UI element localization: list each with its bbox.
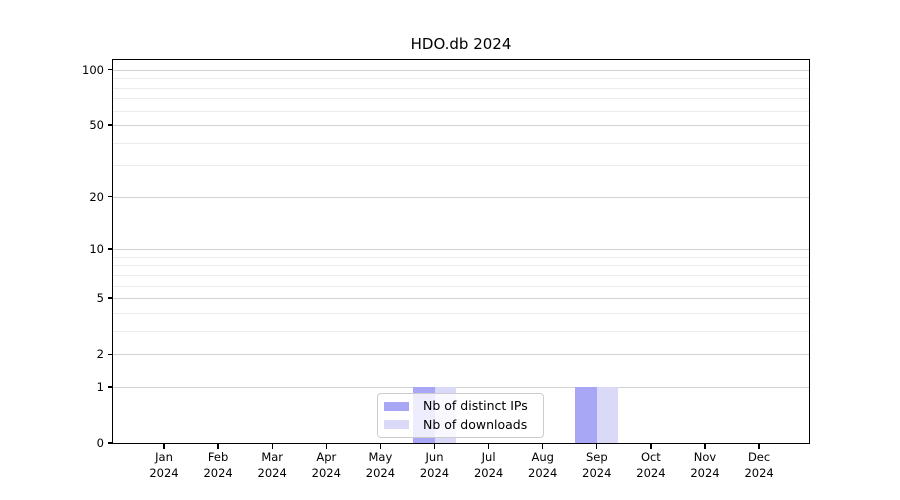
y-tick-label: 5 (96, 291, 104, 306)
x-tick-label-month: Mar (261, 450, 284, 464)
legend-label-distinct-ips: Nb of distinct IPs (423, 398, 528, 414)
x-tick-label-year: 2024 (636, 465, 666, 480)
legend-swatch-downloads-icon (384, 420, 409, 430)
x-tick-label-month: Jul (481, 450, 496, 464)
minor-gridline (113, 78, 809, 80)
x-tick-label-month: Jun (425, 450, 444, 464)
x-tick-mark (650, 444, 652, 449)
x-tick-label: Aug 2024 (511, 450, 575, 481)
x-tick-label-year: 2024 (690, 465, 720, 480)
bar-distinct-ips (575, 386, 597, 443)
major-gridline (113, 386, 809, 388)
major-gridline (113, 125, 809, 126)
major-gridline (113, 249, 809, 251)
x-tick-label: Nov 2024 (673, 450, 737, 481)
x-tick-label: Mar 2024 (240, 450, 304, 481)
x-tick-label: Jun 2024 (403, 450, 467, 481)
x-tick-label-month: Jan (155, 450, 173, 464)
x-tick-label-month: Oct (640, 450, 661, 464)
major-gridline (113, 196, 809, 198)
x-tick-label-month: Dec (747, 450, 771, 464)
y-tick-label: 1 (96, 379, 104, 394)
x-tick-label: Jul 2024 (457, 450, 521, 481)
y-tick-mark (108, 69, 112, 71)
x-tick-label-year: 2024 (203, 465, 233, 480)
x-tick-label-month: Sep (585, 450, 608, 464)
x-tick-label-month: May (368, 450, 393, 464)
y-tick-mark (108, 248, 112, 250)
minor-gridline (113, 256, 809, 258)
bar-downloads (596, 386, 619, 443)
legend-item-downloads: Nb of downloads (384, 416, 535, 434)
chart-title: HDO.db 2024 (410, 35, 512, 53)
minor-gridline (113, 110, 809, 112)
x-tick-label-month: Feb (207, 450, 229, 464)
minor-gridline (113, 285, 809, 287)
x-tick-label: Dec 2024 (727, 450, 791, 481)
y-tick-mark (108, 196, 112, 198)
x-tick-mark (758, 444, 760, 449)
x-tick-mark (325, 444, 327, 449)
y-tick-label: 10 (89, 242, 104, 257)
x-tick-label-month: Apr (316, 450, 337, 464)
y-tick-mark (108, 297, 112, 299)
minor-gridline (113, 87, 809, 89)
y-tick-label: 2 (96, 347, 104, 362)
minor-gridline (113, 330, 809, 332)
legend-item-distinct-ips: Nb of distinct IPs (384, 397, 535, 415)
y-tick-label: 50 (89, 118, 104, 132)
minor-gridline (113, 274, 809, 276)
minor-gridline (113, 98, 809, 100)
x-tick-mark (271, 444, 273, 449)
x-tick-label-year: 2024 (149, 465, 179, 480)
x-tick-label: Oct 2024 (619, 450, 683, 481)
x-tick-label: May 2024 (348, 450, 412, 481)
x-tick-label-year: 2024 (365, 465, 396, 480)
x-tick-label-year: 2024 (473, 465, 504, 480)
plot-area: Nb of distinct IPs Nb of downloads (112, 59, 810, 444)
x-tick-mark (704, 444, 706, 449)
x-tick-mark (217, 444, 219, 449)
x-tick-mark (487, 444, 490, 449)
x-tick-label-month: Aug (531, 450, 554, 464)
legend: Nb of distinct IPs Nb of downloads (377, 393, 544, 438)
x-tick-label: Feb 2024 (186, 450, 250, 481)
y-tick-mark (108, 124, 112, 126)
x-tick-label: Jan 2024 (132, 450, 196, 481)
y-tick-label: 100 (82, 62, 104, 77)
x-tick-label-year: 2024 (582, 465, 612, 480)
minor-gridline (113, 165, 809, 167)
x-tick-label-year: 2024 (311, 465, 341, 480)
legend-swatch-distinct-ips-icon (384, 401, 409, 411)
y-tick-mark (108, 353, 112, 355)
y-tick-mark (108, 442, 112, 444)
major-gridline (113, 69, 809, 71)
x-tick-label: Apr 2024 (294, 450, 358, 481)
y-tick-label: 20 (89, 189, 104, 204)
major-gridline (113, 354, 809, 356)
x-tick-label-year: 2024 (257, 465, 287, 480)
x-tick-label: Sep 2024 (565, 450, 629, 481)
x-tick-label-year: 2024 (744, 465, 774, 480)
major-gridline (113, 298, 809, 300)
x-tick-mark (596, 444, 598, 449)
y-tick-mark (108, 386, 112, 388)
x-tick-label-year: 2024 (528, 465, 558, 480)
x-tick-mark (379, 444, 382, 449)
minor-gridline (113, 142, 809, 144)
minor-gridline (113, 265, 809, 267)
legend-label-downloads: Nb of downloads (423, 416, 528, 432)
y-tick-label: 0 (96, 436, 104, 450)
minor-gridline (113, 312, 809, 314)
x-tick-mark (542, 444, 544, 449)
x-tick-mark (163, 444, 165, 449)
x-tick-label-month: Nov (693, 450, 717, 464)
x-tick-label-year: 2024 (419, 465, 450, 480)
x-tick-mark (433, 444, 436, 449)
